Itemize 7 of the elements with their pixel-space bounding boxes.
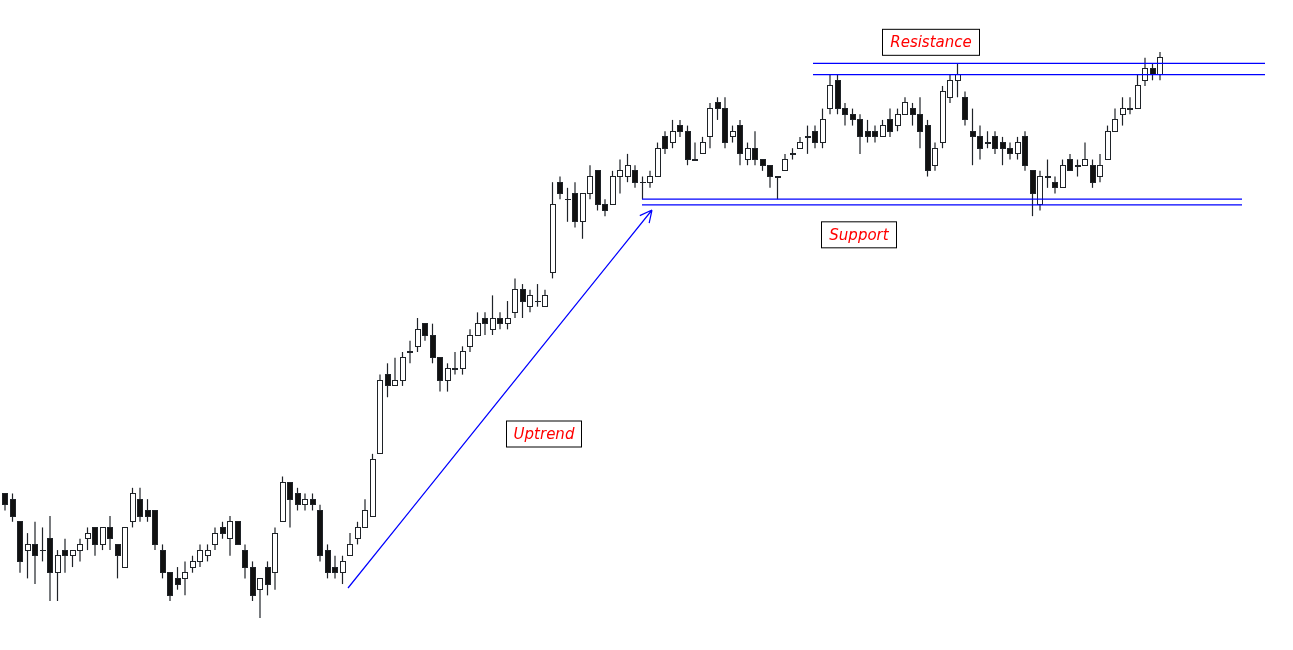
ref-line-label: Resistance bbox=[890, 33, 972, 52]
annotation: Uptrend bbox=[513, 425, 575, 443]
candlestick bbox=[347, 532, 353, 557]
candlestick bbox=[962, 91, 968, 127]
ref-line-label: Support bbox=[829, 225, 890, 244]
candlestick bbox=[407, 340, 413, 364]
candlestick bbox=[557, 175, 563, 200]
